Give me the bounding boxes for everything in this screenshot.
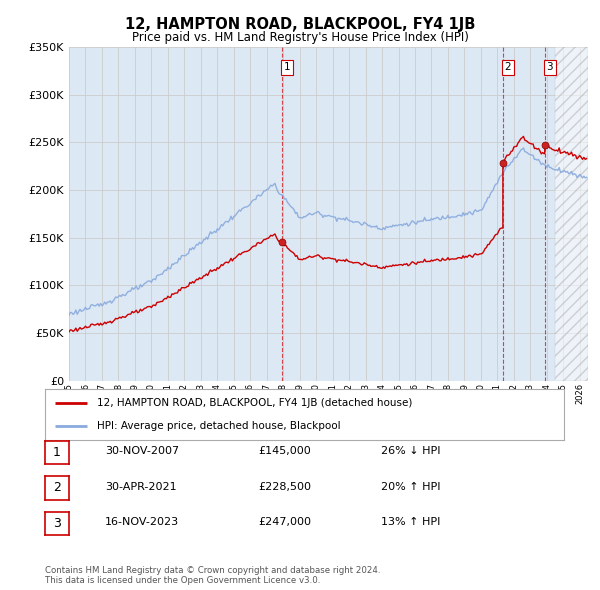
- Text: 20% ↑ HPI: 20% ↑ HPI: [381, 482, 440, 491]
- Text: 30-NOV-2007: 30-NOV-2007: [105, 447, 179, 456]
- Text: 2: 2: [505, 62, 511, 72]
- Text: 30-APR-2021: 30-APR-2021: [105, 482, 176, 491]
- Text: 16-NOV-2023: 16-NOV-2023: [105, 517, 179, 527]
- Text: £228,500: £228,500: [258, 482, 311, 491]
- Text: 26% ↓ HPI: 26% ↓ HPI: [381, 447, 440, 456]
- Text: 12, HAMPTON ROAD, BLACKPOOL, FY4 1JB: 12, HAMPTON ROAD, BLACKPOOL, FY4 1JB: [125, 17, 475, 31]
- Text: Price paid vs. HM Land Registry's House Price Index (HPI): Price paid vs. HM Land Registry's House …: [131, 31, 469, 44]
- Text: £247,000: £247,000: [258, 517, 311, 527]
- Text: 3: 3: [53, 517, 61, 530]
- Text: 1: 1: [53, 446, 61, 459]
- Text: Contains HM Land Registry data © Crown copyright and database right 2024.: Contains HM Land Registry data © Crown c…: [45, 566, 380, 575]
- Text: HPI: Average price, detached house, Blackpool: HPI: Average price, detached house, Blac…: [97, 421, 341, 431]
- Text: £145,000: £145,000: [258, 447, 311, 456]
- Text: 1: 1: [283, 62, 290, 72]
- Text: 3: 3: [547, 62, 553, 72]
- Text: 13% ↑ HPI: 13% ↑ HPI: [381, 517, 440, 527]
- Text: 12, HAMPTON ROAD, BLACKPOOL, FY4 1JB (detached house): 12, HAMPTON ROAD, BLACKPOOL, FY4 1JB (de…: [97, 398, 412, 408]
- Text: 2: 2: [53, 481, 61, 494]
- Text: This data is licensed under the Open Government Licence v3.0.: This data is licensed under the Open Gov…: [45, 576, 320, 585]
